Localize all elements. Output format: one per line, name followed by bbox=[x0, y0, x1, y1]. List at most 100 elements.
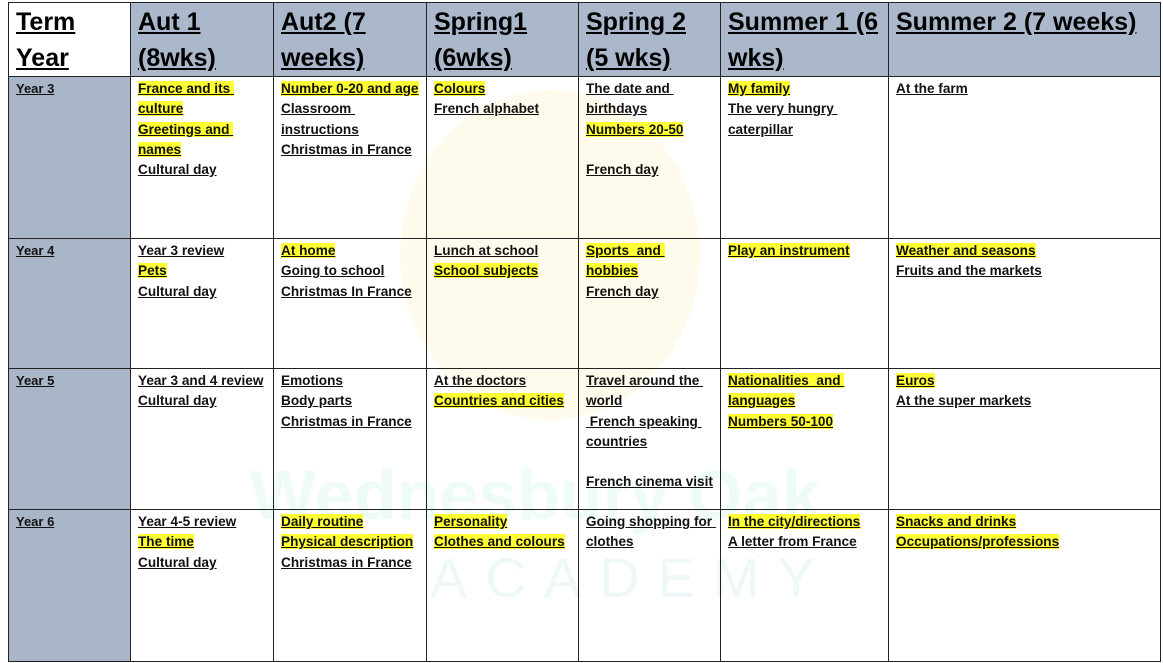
header-term-year: Term Year bbox=[8, 2, 131, 77]
topic-text: France and its culture bbox=[138, 81, 234, 117]
topic-text: Classroom instructions bbox=[281, 101, 359, 137]
header-summer1: Summer 1 (6 wks) bbox=[720, 2, 889, 77]
topic-item: Cultural day bbox=[138, 160, 268, 180]
header-summer2: Summer 2 (7 weeks) bbox=[888, 2, 1161, 77]
topic-item: Nationalities and languages bbox=[728, 371, 883, 412]
topic-text: Sports and hobbies bbox=[586, 243, 665, 279]
topic-text: Daily routine bbox=[281, 514, 364, 529]
topic-text: Occupations/professions bbox=[896, 534, 1060, 550]
term-label: Aut2 (7 weeks) bbox=[281, 8, 366, 72]
topic-text: Euros bbox=[896, 373, 935, 388]
topic-text: Christmas In France bbox=[281, 283, 412, 299]
topic-cell: Number 0-20 and age Classroom instruction… bbox=[273, 76, 427, 239]
curriculum-table: Term Year Aut 1 (8wks) Aut2 (7 weeks) Sp… bbox=[8, 2, 1161, 662]
topic-item: Countries and cities bbox=[434, 391, 573, 411]
topic-text: A letter from France bbox=[728, 534, 857, 550]
topic-text: The very hungry caterpillar bbox=[728, 101, 838, 137]
topic-item: Christmas in France bbox=[281, 553, 421, 573]
topic-item: French speaking countries bbox=[586, 412, 715, 453]
topic-item: Pets bbox=[138, 261, 268, 281]
topic-cell: Euros At the super markets bbox=[888, 368, 1161, 510]
topic-item: My family bbox=[728, 79, 883, 99]
topic-text: Christmas in France bbox=[281, 141, 412, 157]
topic-item: French cinema visit bbox=[586, 472, 715, 492]
topic-cell: At the farm bbox=[888, 76, 1161, 239]
topic-item: The very hungry caterpillar bbox=[728, 99, 883, 140]
year-label: Year 3 bbox=[16, 81, 55, 96]
topic-text: Numbers 20-50 bbox=[586, 121, 684, 137]
topic-item: At the farm bbox=[896, 79, 1155, 99]
topic-item: Travel around the world bbox=[586, 371, 715, 412]
topic-text: Snacks and drinks bbox=[896, 514, 1017, 529]
year-cell: Year 3 bbox=[8, 76, 131, 239]
topic-item bbox=[586, 140, 715, 160]
topic-text: Emotions bbox=[281, 373, 343, 388]
year-label: Year 4 bbox=[16, 243, 55, 258]
topic-item: The date and birthdays bbox=[586, 79, 715, 120]
header-aut1: Aut 1 (8wks) bbox=[130, 2, 274, 77]
topic-item: Going to school bbox=[281, 261, 421, 281]
topic-text: Going to school bbox=[281, 263, 385, 279]
topic-text: Cultural day bbox=[138, 162, 217, 178]
topic-item: Play an instrument bbox=[728, 241, 883, 261]
header-year-label: Year bbox=[16, 44, 69, 72]
header-aut2: Aut2 (7 weeks) bbox=[273, 2, 427, 77]
topic-item: French day bbox=[586, 282, 715, 302]
topic-text: French alphabet bbox=[434, 101, 539, 117]
topic-text: Clothes and colours bbox=[434, 534, 565, 550]
topic-item: Greetings and names bbox=[138, 120, 268, 161]
topic-item: Daily routine bbox=[281, 512, 421, 532]
topic-cell: Year 3 and 4 review Cultural day bbox=[130, 368, 274, 510]
topic-item: France and its culture bbox=[138, 79, 268, 120]
topic-item: At the doctors bbox=[434, 371, 573, 391]
topic-text: Countries and cities bbox=[434, 393, 564, 409]
topic-cell: Weather and seasons Fruits and the market… bbox=[888, 238, 1161, 369]
term-label: Aut 1 (8wks) bbox=[138, 8, 216, 72]
topic-cell: At home Going to school Christmas In Franc… bbox=[273, 238, 427, 369]
topic-item: Christmas in France bbox=[281, 140, 421, 160]
table-row: Year 3 France and its culture Greetings an… bbox=[8, 76, 1161, 239]
topic-text: At the doctors bbox=[434, 373, 527, 388]
year-label: Year 6 bbox=[16, 514, 55, 529]
year-label: Year 5 bbox=[16, 373, 55, 388]
topic-cell: In the city/directions A letter from Fran… bbox=[720, 509, 889, 662]
topic-cell: Sports and hobbies French day bbox=[578, 238, 721, 369]
topic-item: Year 4-5 review bbox=[138, 512, 268, 532]
topic-cell: Lunch at school School subjects bbox=[426, 238, 579, 369]
topic-text: Going shopping for clothes bbox=[586, 514, 716, 550]
term-label: Summer 1 (6 wks) bbox=[728, 8, 879, 72]
topic-item: Emotions bbox=[281, 371, 421, 391]
topic-item: Classroom instructions bbox=[281, 99, 421, 140]
topic-text: Number 0-20 and age bbox=[281, 81, 419, 96]
topic-cell: France and its culture Greetings and name… bbox=[130, 76, 274, 239]
topic-item: French day bbox=[586, 160, 715, 180]
topic-item: Year 3 review bbox=[138, 241, 268, 261]
topic-cell: Going shopping for clothes bbox=[578, 509, 721, 662]
year-cell: Year 5 bbox=[8, 368, 131, 510]
topic-text: Numbers 50-100 bbox=[728, 413, 834, 429]
topic-cell: My family The very hungry caterpillar bbox=[720, 76, 889, 239]
year-cell: Year 6 bbox=[8, 509, 131, 662]
topic-text: School subjects bbox=[434, 263, 539, 279]
header-row: Term Year Aut 1 (8wks) Aut2 (7 weeks) Sp… bbox=[8, 2, 1161, 77]
topic-item: Christmas in France bbox=[281, 412, 421, 432]
topic-text: Pets bbox=[138, 263, 167, 279]
topic-item: At the super markets bbox=[896, 391, 1155, 411]
topic-cell: Daily routine Physical description Christm… bbox=[273, 509, 427, 662]
table-row: Year 6 Year 4-5 review The time Cultural da… bbox=[8, 509, 1161, 662]
topic-item: Year 3 and 4 review bbox=[138, 371, 268, 391]
topic-text: Nationalities and languages bbox=[728, 373, 845, 409]
topic-cell: Year 3 review Pets Cultural day bbox=[130, 238, 274, 369]
topic-text: Colours bbox=[434, 81, 486, 96]
topic-cell: Travel around the world French speaking … bbox=[578, 368, 721, 510]
topic-cell: Year 4-5 review The time Cultural day bbox=[130, 509, 274, 662]
topic-text: In the city/directions bbox=[728, 514, 861, 529]
topic-text: Year 3 review bbox=[138, 243, 225, 258]
topic-text: The date and birthdays bbox=[586, 81, 674, 117]
topic-text: French day bbox=[586, 283, 659, 299]
topic-item: Christmas In France bbox=[281, 282, 421, 302]
topic-item: Cultural day bbox=[138, 282, 268, 302]
topic-item: Cultural day bbox=[138, 391, 268, 411]
topic-text: Play an instrument bbox=[728, 243, 850, 258]
topic-text: Greetings and names bbox=[138, 121, 234, 157]
